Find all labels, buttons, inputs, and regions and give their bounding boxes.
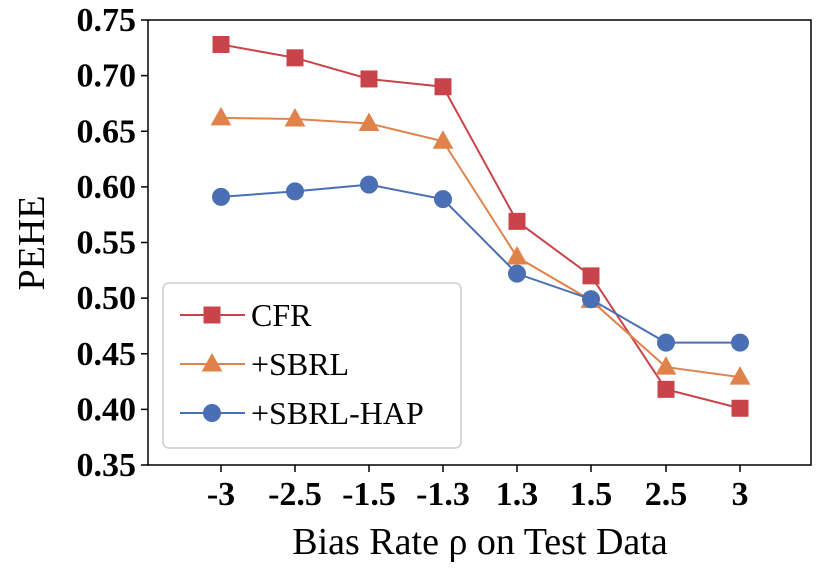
data-point	[731, 399, 749, 417]
data-point	[434, 190, 452, 209]
y-tick-label: 0.35	[77, 447, 137, 484]
x-tick-label: 2.5	[645, 476, 688, 513]
series-sbrl-hap	[212, 175, 749, 352]
legend-marker	[203, 404, 221, 422]
data-point	[212, 35, 230, 53]
x-axis-label: Bias Rate ρ on Test Data	[292, 521, 668, 563]
data-point	[212, 187, 230, 206]
data-point	[506, 245, 528, 265]
y-tick-label: 0.75	[77, 2, 137, 39]
legend-label: +SBRL-HAP	[251, 395, 424, 431]
legend-marker	[203, 306, 221, 324]
x-tick-label: 1.3	[496, 476, 539, 513]
data-point	[508, 264, 526, 283]
data-point	[360, 70, 378, 88]
data-point	[360, 175, 378, 194]
data-point	[286, 49, 304, 67]
x-tick-label: -1.5	[342, 476, 396, 513]
x-tick-label: 1.5	[570, 476, 613, 513]
x-tick-label: -1.3	[416, 476, 470, 513]
y-tick-label: 0.40	[77, 391, 137, 428]
legend-label: +SBRL	[251, 346, 349, 382]
legend-item: +SBRL	[180, 346, 349, 382]
data-point	[729, 366, 751, 385]
legend-box	[162, 282, 462, 449]
data-point	[434, 78, 452, 96]
legend: CFR +SBRL +SBRL-HAP	[162, 282, 462, 449]
data-point	[582, 267, 600, 285]
y-tick-label: 0.50	[77, 280, 137, 317]
data-point	[655, 356, 677, 375]
series-cfr	[212, 35, 749, 417]
legend-label: CFR	[251, 297, 312, 333]
legend-item: CFR	[180, 297, 312, 333]
data-point	[284, 107, 306, 127]
data-point	[582, 290, 600, 309]
plot-frame	[147, 19, 812, 466]
y-tick-label: 0.70	[77, 58, 137, 95]
data-point	[508, 212, 526, 230]
tick-layer: 0.35 0.40 0.45 0.50 0.55 0.60 0.65 0.70 0.75 -3 -2…	[77, 2, 749, 513]
x-tick-label: 3	[732, 476, 749, 513]
y-tick-label: 0.45	[77, 336, 137, 373]
data-point	[731, 333, 749, 352]
y-tick-label: 0.55	[77, 225, 137, 262]
series-layer	[210, 35, 751, 417]
data-point	[657, 333, 675, 352]
series-line	[220, 116, 741, 379]
legend-marker	[201, 352, 223, 372]
series-line	[220, 43, 741, 410]
series-line	[220, 183, 740, 344]
y-tick-label: 0.60	[77, 169, 137, 206]
data-point	[286, 182, 304, 201]
x-tick-label: -3	[207, 476, 235, 513]
y-axis-label: PEHE	[11, 196, 53, 291]
x-tick-label: -2.5	[268, 476, 322, 513]
legend-item: +SBRL-HAP	[180, 395, 424, 431]
data-point	[432, 130, 454, 149]
data-point	[358, 112, 380, 131]
data-point	[210, 106, 232, 126]
y-tick-label: 0.65	[77, 113, 137, 150]
data-point	[657, 380, 675, 398]
